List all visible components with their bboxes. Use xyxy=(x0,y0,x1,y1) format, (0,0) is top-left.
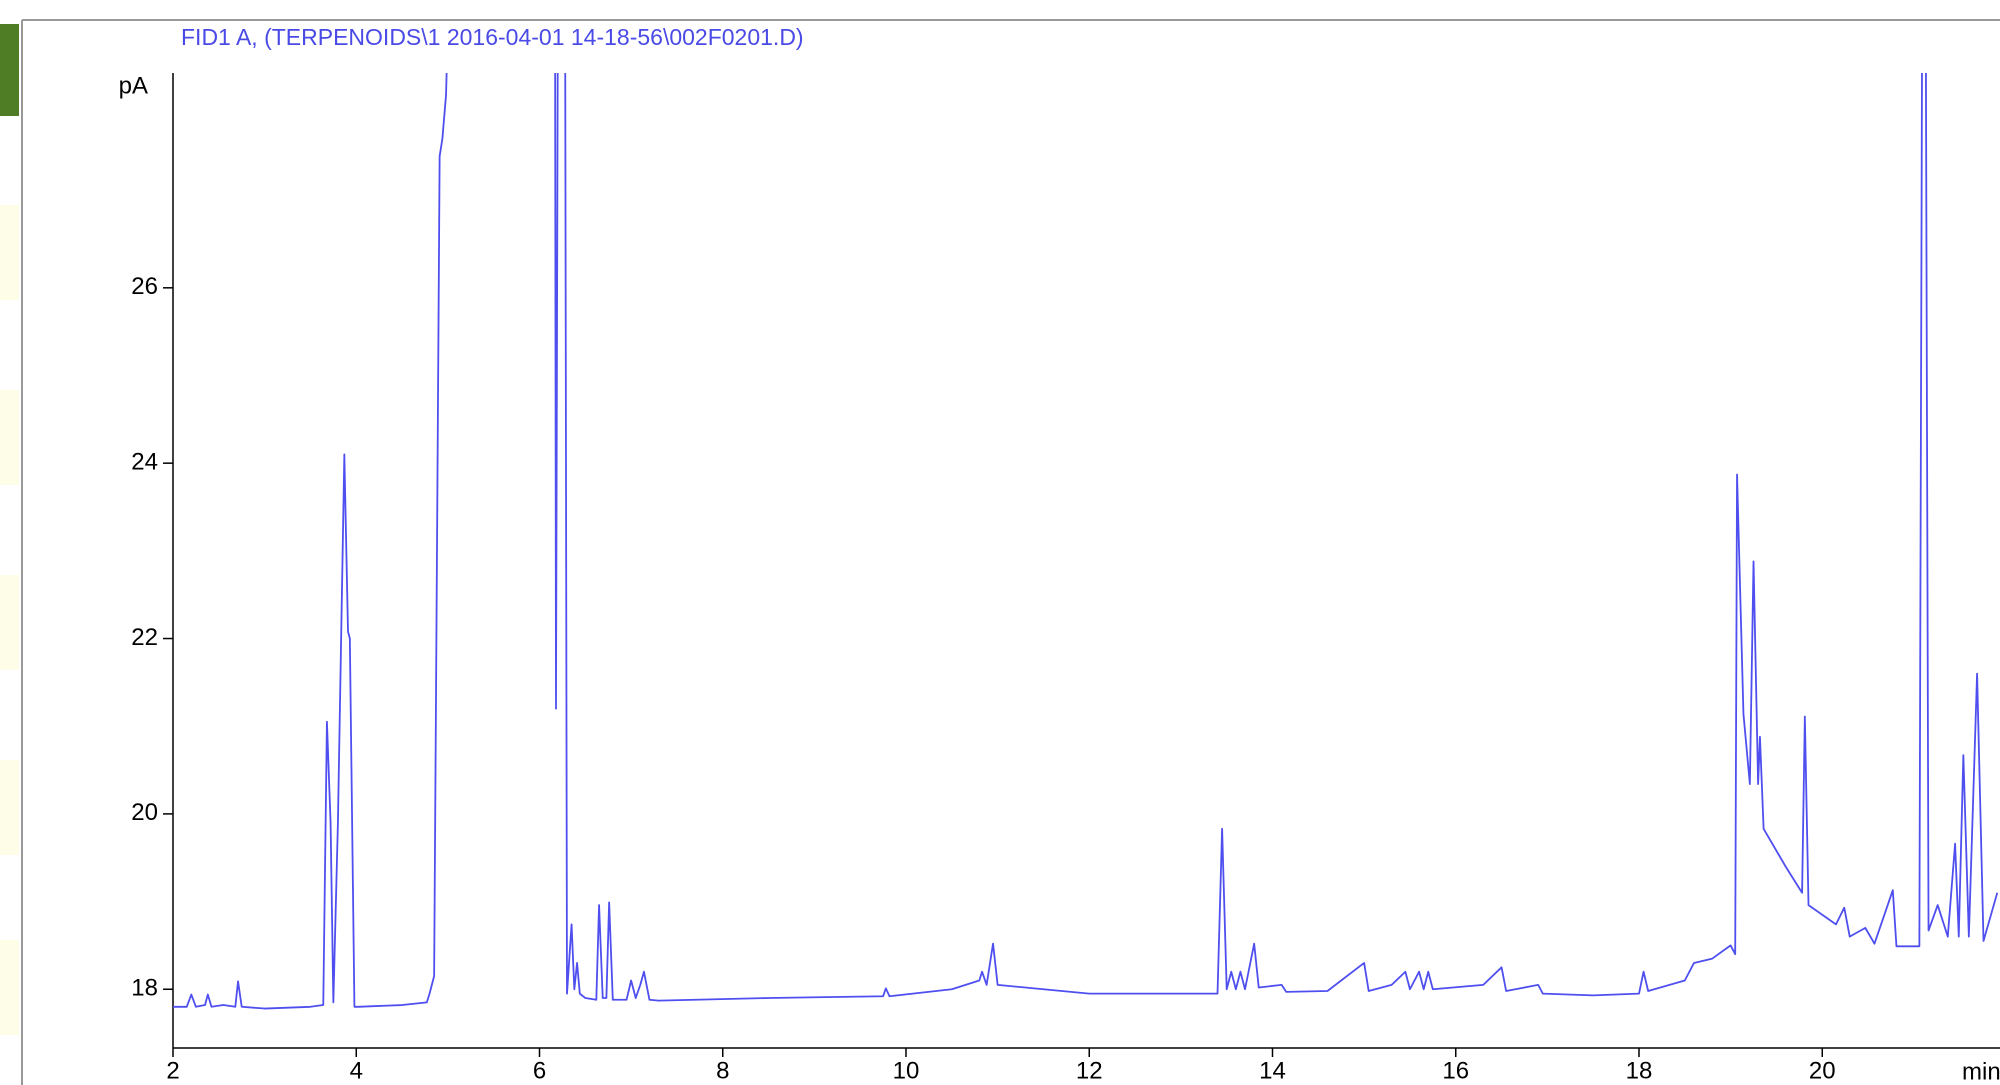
y-tick-label: 22 xyxy=(131,624,158,651)
x-tick-label: 6 xyxy=(533,1057,546,1084)
side-row xyxy=(0,205,19,300)
side-row xyxy=(0,575,19,670)
x-tick-label: 8 xyxy=(716,1057,729,1084)
x-tick-label: 16 xyxy=(1442,1057,1469,1084)
x-tick-label: 12 xyxy=(1076,1057,1103,1084)
y-axis-label: pA xyxy=(119,72,148,99)
side-row xyxy=(0,940,19,1035)
y-tick-label: 20 xyxy=(131,799,158,826)
x-tick-label: 14 xyxy=(1259,1057,1286,1084)
chart-title: FID1 A, (TERPENOIDS\1 2016-04-01 14-18-5… xyxy=(181,24,804,50)
x-axis-label: min xyxy=(1962,1058,2000,1085)
trace xyxy=(173,73,1999,1010)
y-tick-label: 24 xyxy=(131,449,158,476)
x-tick-label: 10 xyxy=(893,1057,920,1084)
y-tick-label: 26 xyxy=(131,273,158,300)
side-row xyxy=(0,760,19,855)
x-tick-label: 20 xyxy=(1809,1057,1836,1084)
x-tick-label: 18 xyxy=(1626,1057,1653,1084)
side-tab xyxy=(0,24,19,116)
side-row xyxy=(0,390,19,485)
x-tick-label: 4 xyxy=(350,1057,363,1084)
x-tick-label: 2 xyxy=(166,1057,179,1084)
y-tick-label: 18 xyxy=(131,975,158,1002)
